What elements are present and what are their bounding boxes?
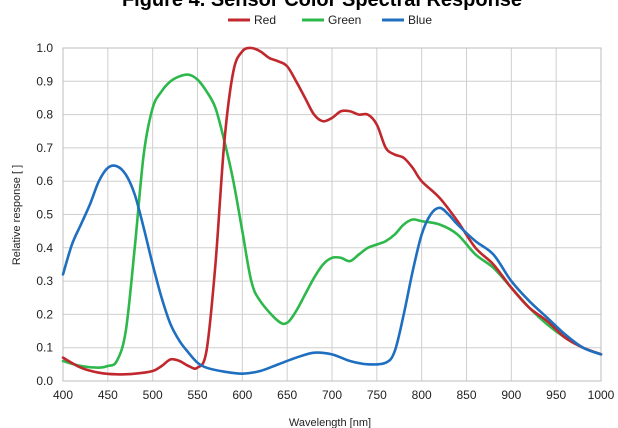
- x-tick-label: 950: [546, 388, 566, 402]
- x-tick-label: 850: [456, 388, 476, 402]
- x-tick-label: 900: [501, 388, 521, 402]
- plot-frame: [62, 47, 602, 382]
- y-tick-label: 0.4: [36, 241, 53, 255]
- x-tick-label: 650: [277, 388, 297, 402]
- y-tick-label: 0.7: [36, 141, 53, 155]
- y-tick-label: 0.8: [36, 108, 53, 122]
- legend-item-green: Green: [302, 13, 361, 27]
- y-tick-label: 0.9: [36, 74, 53, 88]
- legend-item-red: Red: [228, 13, 276, 27]
- y-axis-ticks: 0.0 0.1 0.2 0.3 0.4 0.5 0.6 0.7 0.8 0.9 1.0: [36, 41, 53, 388]
- x-axis-label: Wavelength [nm]: [289, 417, 371, 428]
- y-tick-label: 1.0: [36, 41, 53, 55]
- grid-lines: [62, 47, 602, 382]
- y-tick-label: 0.2: [36, 307, 53, 321]
- x-tick-label: 550: [187, 388, 207, 402]
- y-tick-label: 0.6: [36, 174, 53, 188]
- x-axis-ticks: 400 450 500 550 600 650 700 750 800 850 900 950 1000: [53, 388, 615, 402]
- x-tick-label: 600: [232, 388, 252, 402]
- x-tick-label: 450: [98, 388, 118, 402]
- x-tick-label: 700: [322, 388, 342, 402]
- chart-legend: Red Green Blue: [228, 13, 432, 27]
- legend-label-green: Green: [328, 13, 361, 27]
- legend-label-red: Red: [254, 13, 276, 27]
- y-axis-label: Relative response [ ]: [11, 165, 23, 265]
- y-tick-label: 0.5: [36, 208, 53, 222]
- y-tick-label: 0.0: [36, 374, 53, 388]
- x-tick-label: 800: [412, 388, 432, 402]
- x-tick-label: 750: [367, 388, 387, 402]
- series-line-green: [61, 73, 603, 369]
- legend-label-blue: Blue: [408, 13, 432, 27]
- x-tick-label: 1000: [588, 388, 615, 402]
- series-line-blue: [61, 164, 603, 375]
- y-tick-label: 0.3: [36, 274, 53, 288]
- x-tick-label: 500: [143, 388, 163, 402]
- y-tick-label: 0.1: [36, 341, 53, 355]
- legend-item-blue: Blue: [382, 13, 432, 27]
- series-layer: [61, 46, 603, 376]
- x-tick-label: 400: [53, 388, 73, 402]
- chart-title: Figure 4. Sensor Color Spectral Response: [122, 0, 522, 11]
